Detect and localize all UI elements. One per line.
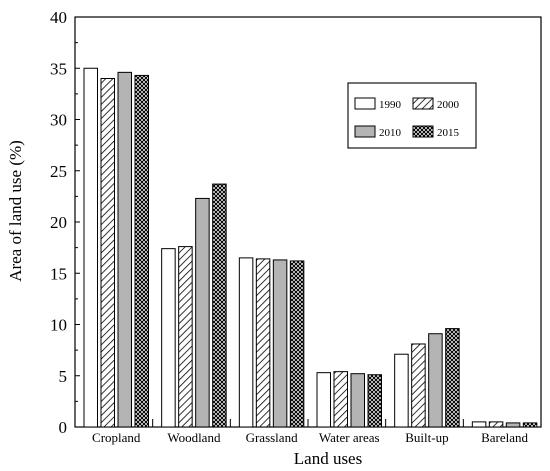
y-tick-label: 10 [50, 316, 67, 335]
bar-1990-water-areas [316, 372, 331, 428]
bars [83, 67, 538, 428]
legend-label: 2000 [437, 99, 460, 111]
legend: 1990 2000 2010 2015 [347, 82, 477, 149]
bar-2010-built-up [428, 333, 443, 428]
bar-2015-built-up [445, 328, 460, 428]
bar-2015-water-areas [367, 374, 382, 428]
bar-2000-grassland [255, 258, 271, 428]
legend-swatch-2000 [412, 97, 434, 110]
x-axis: Cropland Woodland Grassland Water areas Buil… [92, 419, 529, 445]
y-tick-label: 35 [50, 59, 67, 78]
legend-swatch-1990 [354, 97, 376, 110]
bar-1990-bareland [471, 421, 487, 428]
bar-1990-woodland [161, 248, 176, 428]
bar-2015-cropland [134, 74, 149, 428]
bar-1990-grassland [238, 257, 254, 428]
y-axis-title: Area of land use (%) [6, 140, 25, 282]
y-tick-label: 30 [50, 111, 67, 130]
x-tick-label: Bareland [481, 430, 528, 445]
bar-2000-bareland [488, 421, 504, 428]
bar-2015-woodland [212, 183, 227, 428]
x-tick-label: Cropland [92, 430, 141, 445]
bar-2000-woodland [178, 246, 193, 428]
legend-label: 2015 [437, 127, 460, 139]
x-tick-label: Built-up [405, 430, 448, 445]
legend-label: 1990 [379, 99, 402, 111]
x-axis-title: Land uses [294, 449, 362, 468]
y-tick-label: 20 [50, 213, 67, 232]
y-tick-label: 5 [59, 367, 68, 386]
bar-2000-water-areas [333, 371, 348, 428]
bar-2000-cropland [100, 78, 115, 428]
x-tick-label: Water areas [319, 430, 380, 445]
x-tick-label: Woodland [167, 430, 221, 445]
y-tick-label: 0 [59, 418, 68, 437]
y-tick-label: 15 [50, 264, 67, 283]
y-tick-label: 25 [50, 162, 67, 181]
bar-2015-bareland [522, 422, 538, 428]
bar-2010-water-areas [350, 373, 365, 428]
bar-2000-built-up [411, 343, 426, 428]
bar-2010-cropland [117, 71, 132, 428]
y-axis: 0 5 10 15 20 25 30 35 40 [50, 8, 80, 437]
bar-2010-grassland [272, 259, 288, 428]
bar-2015-grassland [289, 260, 305, 428]
legend-swatch-2015 [412, 125, 434, 138]
legend-label: 2010 [379, 127, 402, 139]
bar-1990-built-up [394, 353, 409, 428]
bar-2010-bareland [505, 422, 521, 428]
y-tick-label: 40 [50, 8, 67, 27]
legend-swatch-2010 [354, 125, 376, 138]
bar-2010-woodland [195, 197, 210, 428]
x-tick-label: Grassland [246, 430, 298, 445]
bar-1990-cropland [83, 67, 98, 428]
